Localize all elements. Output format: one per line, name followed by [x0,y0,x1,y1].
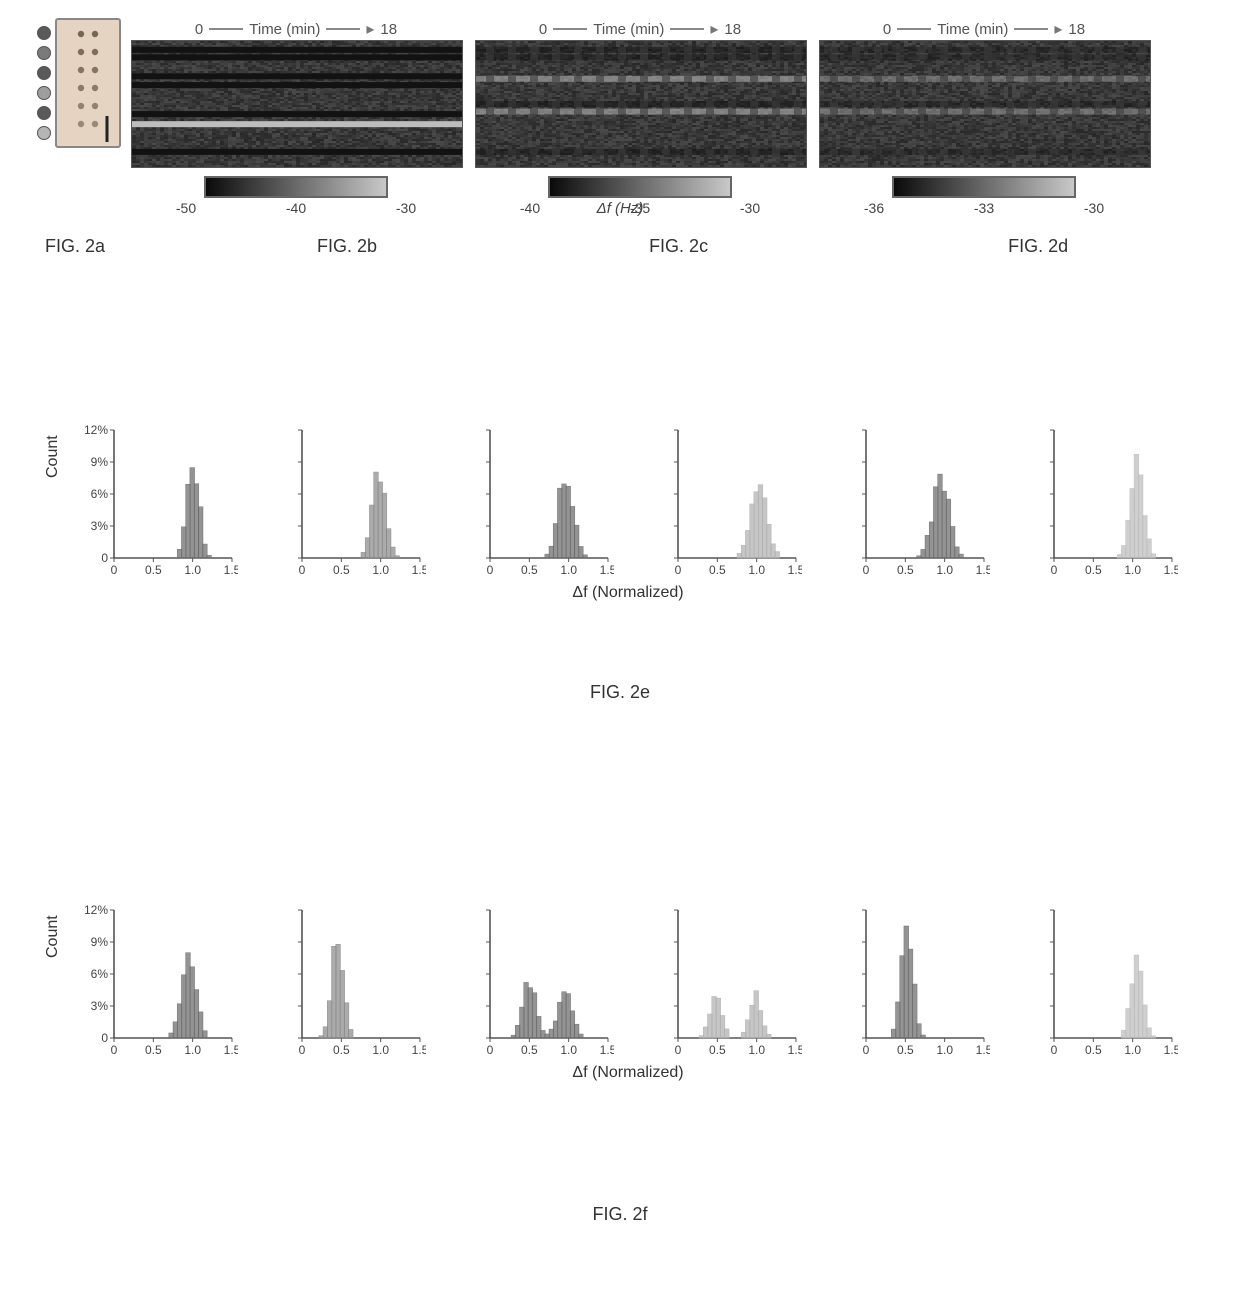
histogram-panel: 00.51.01.5 [1018,420,1178,580]
kymograph-group: 0Time (min)▸18-50-40-300Time (min)▸18-40… [131,18,1149,216]
histogram-panel: 03%6%9%12%00.51.01.5 [78,900,238,1060]
histogram-panel: 00.51.01.5 [266,420,426,580]
histogram-panel: 03%6%9%12%00.51.01.5 [78,420,238,580]
histogram-section-2e: Count 03%6%9%12%00.51.01.500.51.01.500.5… [78,420,1178,602]
microarray-spots-icon [57,20,119,146]
histogram-panel: 00.51.01.5 [454,420,614,580]
colorbar [548,176,732,198]
microarray-image [55,18,121,148]
sample-dot [37,86,51,100]
fig-label-2f: FIG. 2f [0,1204,1240,1225]
kymograph-panel-d: 0Time (min)▸18-36-33-30 [819,18,1149,216]
histogram-panel: 00.51.01.5 [454,900,614,1060]
histogram-panel: 00.51.01.5 [1018,900,1178,1060]
kymograph-panel-b: 0Time (min)▸18-50-40-30 [131,18,461,216]
colorbar [892,176,1076,198]
time-axis-header: 0Time (min)▸18 [819,18,1149,40]
fig-label-2c: FIG. 2c [649,236,708,257]
y-axis-label: Count [44,915,62,958]
top-panel-row: 0Time (min)▸18-50-40-300Time (min)▸18-40… [55,18,1149,216]
sample-dot [37,66,51,80]
histogram-panel: 00.51.01.5 [266,900,426,1060]
histogram-panel: 00.51.01.5 [830,900,990,1060]
sample-dot [37,126,51,140]
x-axis-label-f: Δf (Normalized) [458,1064,798,1082]
time-axis-header: 0Time (min)▸18 [475,18,805,40]
panel-2a [55,18,117,148]
time-axis-header: 0Time (min)▸18 [131,18,461,40]
fig-label-row-top: FIG. 2a FIG. 2b FIG. 2c FIG. 2d [45,236,1068,257]
histogram-panel: 00.51.01.5 [642,900,802,1060]
histogram-section-2f: Count 03%6%9%12%00.51.01.500.51.01.500.5… [78,900,1178,1082]
sample-dot-column [37,26,51,140]
sample-dot [37,26,51,40]
x-axis-label-e: Δf (Normalized) [458,584,798,602]
histogram-panel: 00.51.01.5 [642,420,802,580]
kymograph-panel-c: 0Time (min)▸18-40-35-30 [475,18,805,216]
sample-dot [37,46,51,60]
histogram-row-e: 03%6%9%12%00.51.01.500.51.01.500.51.01.5… [78,420,1178,580]
fig-label-2d: FIG. 2d [1008,236,1068,257]
heatmap-body [131,40,463,168]
figure-page: 0Time (min)▸18-50-40-300Time (min)▸18-40… [0,0,1240,1296]
heatmap-body [819,40,1151,168]
histogram-panel: 00.51.01.5 [830,420,990,580]
y-axis-label: Count [44,435,62,478]
fig-label-2b: FIG. 2b [317,236,377,257]
fig-label-2e: FIG. 2e [0,682,1240,703]
heatmap-body [475,40,807,168]
deltaf-unit-label: Δf (Hz) [0,200,1240,217]
colorbar [204,176,388,198]
fig-label-2a: FIG. 2a [45,236,105,257]
histogram-row-f: 03%6%9%12%00.51.01.500.51.01.500.51.01.5… [78,900,1178,1060]
sample-dot [37,106,51,120]
